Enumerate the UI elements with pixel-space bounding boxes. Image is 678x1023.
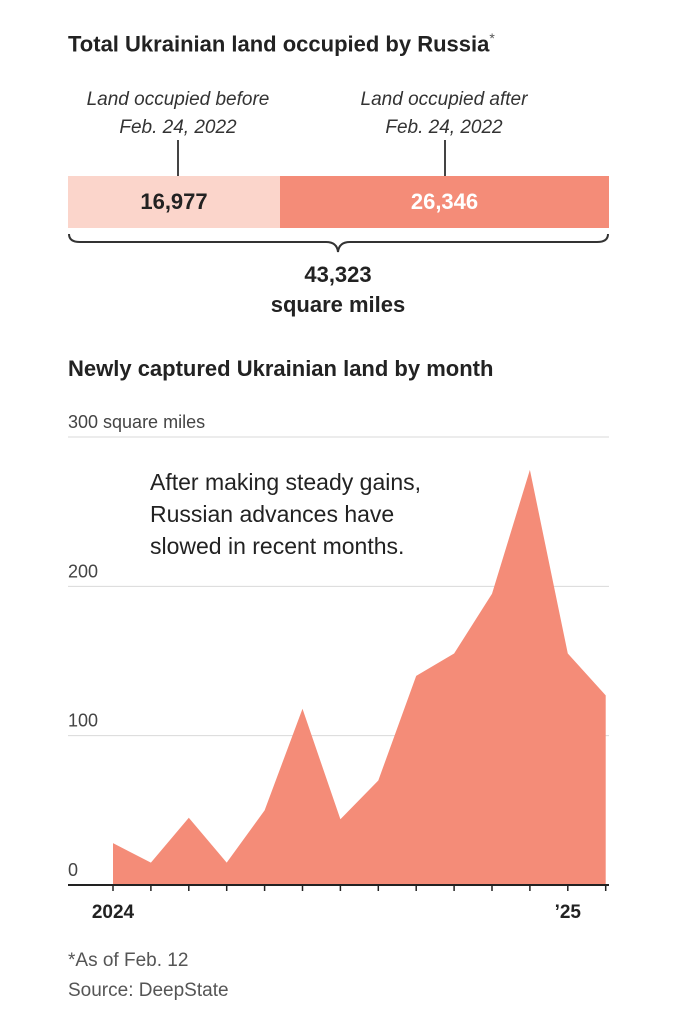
bar-value-after: 26,346	[410, 189, 479, 214]
after-label-line1: Land occupied after	[360, 89, 528, 110]
annotation-line2: Russian advances have	[150, 501, 395, 527]
annotation-line1: After making steady gains,	[150, 469, 422, 495]
after-leader-line	[444, 140, 446, 176]
total-label: 43,323 square miles	[188, 260, 488, 320]
top-chart-title: Total Ukrainian land occupied by Russia*	[68, 30, 495, 57]
total-value: 43,323	[304, 262, 372, 287]
before-label-line1: Land occupied before	[86, 89, 270, 110]
stacked-bar: 16,977 26,346	[68, 176, 609, 228]
y-tick-label: 200	[68, 561, 98, 581]
y-tick-label: 0	[68, 860, 78, 880]
bottom-chart-title: Newly captured Ukrainian land by month	[68, 356, 494, 381]
before-leader-line	[177, 140, 179, 176]
before-label: Land occupied before Feb. 24, 2022	[60, 86, 296, 142]
x-tick-label: 2024	[92, 902, 135, 923]
area-chart: 0 100 200 300 square miles 2024 ’25	[68, 412, 609, 923]
source-note: Source: DeepState	[68, 980, 229, 1001]
x-tick-label: ’25	[555, 902, 582, 923]
title-footnote-mark: *	[489, 30, 495, 46]
bar-segment-before: 16,977	[68, 176, 280, 228]
bar-value-before: 16,977	[140, 189, 208, 214]
after-label-line2: Feb. 24, 2022	[385, 117, 503, 138]
after-label: Land occupied after Feb. 24, 2022	[326, 86, 562, 142]
y-tick-label: 300 square miles	[68, 412, 205, 432]
chart-annotation: After making steady gains, Russian advan…	[150, 466, 421, 562]
footnote: *As of Feb. 12	[68, 950, 189, 971]
area-series	[113, 469, 606, 885]
before-label-line2: Feb. 24, 2022	[119, 117, 237, 138]
y-tick-label: 100	[68, 711, 98, 731]
bar-segment-after: 26,346	[280, 176, 609, 228]
annotation-line3: slowed in recent months.	[150, 533, 405, 559]
total-brace	[68, 233, 609, 253]
total-unit: square miles	[270, 292, 406, 317]
